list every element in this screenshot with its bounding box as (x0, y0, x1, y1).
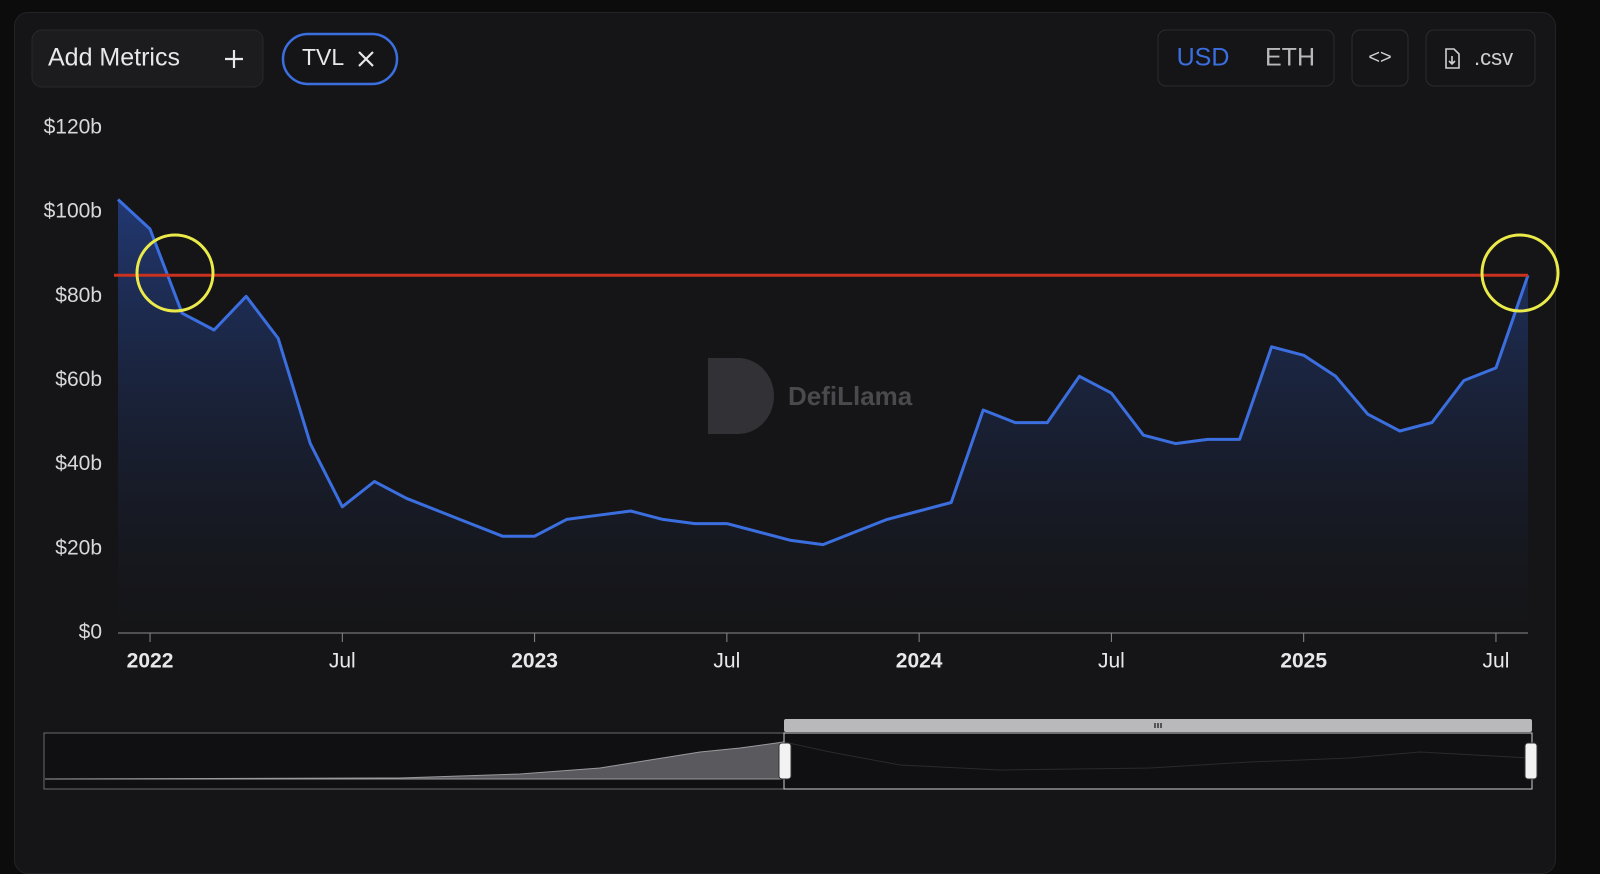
y-tick-label: $60b (55, 368, 102, 391)
add-metrics-button[interactable] (31, 29, 264, 88)
plus-icon (225, 50, 243, 68)
brush-handle[interactable] (778, 742, 792, 780)
highlight-circle (135, 233, 215, 313)
currency-toggle (1157, 29, 1335, 87)
y-tick-label: $120b (44, 116, 102, 139)
y-tick-label: $80b (55, 284, 102, 307)
y-tick-label: $20b (55, 536, 102, 559)
highlight-circle (1480, 233, 1560, 313)
line (116, 198, 1530, 547)
watermark-logo (708, 358, 774, 434)
currency-usd[interactable]: USD (1177, 44, 1230, 72)
x-tick-label: 2023 (511, 650, 558, 673)
minimap-line (783, 741, 1531, 771)
tvl-label: TVL (302, 44, 344, 70)
embed-button[interactable] (1351, 29, 1409, 87)
x-tick-label: Jul (329, 650, 356, 673)
x-tick-label: Jul (1098, 650, 1125, 673)
y-tick-label: $40b (55, 452, 102, 475)
area (118, 199, 1528, 633)
csv-button[interactable] (1425, 29, 1536, 87)
add-metrics-label: Add Metrics (48, 44, 180, 72)
x-tick-label: 2024 (896, 650, 943, 673)
close-icon[interactable] (358, 51, 374, 67)
y-tick-label: $100b (44, 200, 102, 223)
watermark: DefiLlama (788, 381, 913, 411)
x-tick-label: Jul (1483, 650, 1510, 673)
brush-handle[interactable] (1524, 742, 1538, 780)
x-tick-label: 2025 (1280, 650, 1327, 673)
csv-label: .csv (1474, 45, 1513, 70)
x-tick-label: Jul (713, 650, 740, 673)
y-tick-label: $0 (79, 621, 102, 644)
tvl-pill[interactable] (281, 32, 399, 86)
embed-label: <> (1368, 46, 1391, 68)
brush-grip (1154, 723, 1162, 728)
currency-eth[interactable]: ETH (1265, 44, 1315, 72)
download-icon (1445, 48, 1460, 69)
x-tick-label: 2022 (127, 650, 174, 673)
